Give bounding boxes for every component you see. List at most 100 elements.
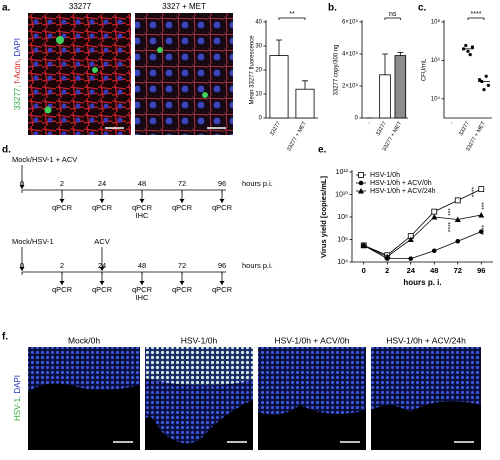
x-tick-label: 0 [362, 266, 366, 275]
x-tick-label: - [367, 121, 373, 126]
channel-name: DAPI [13, 375, 22, 394]
series-line [363, 231, 482, 260]
y-tick-label: 4×10⁵ [342, 51, 359, 58]
x-axis-label: hours p. i. [403, 278, 441, 287]
micrograph [135, 13, 233, 135]
x-tick-label: 33277 [375, 121, 388, 137]
point [484, 74, 488, 78]
x-tick-label: 48 [430, 266, 438, 275]
channel-name: 33277, [13, 86, 22, 110]
timeline-tick-label: 2 [60, 179, 64, 188]
bacteria [157, 47, 163, 53]
micrograph [28, 13, 131, 135]
marker [407, 236, 414, 242]
image-title: 3327 + MET [162, 2, 206, 11]
marker [358, 180, 364, 186]
timeline-tick-label: 72 [178, 179, 186, 188]
y-axis-label: Virus yield [copies/mL] [319, 176, 328, 258]
channel-label: HSV-1, DAPI [13, 375, 22, 421]
tissue [258, 347, 366, 415]
legend-label: HSV-1/0h [370, 172, 400, 179]
timeline-tick-label: 72 [178, 261, 186, 270]
bar [269, 55, 289, 119]
y-axis-label: 33277 copy/300 ng [334, 44, 340, 95]
panel-label: f. [2, 332, 8, 343]
bacteria [56, 36, 64, 44]
timeline-tick-label: 48 [138, 261, 146, 270]
y-tick-label: 40 [255, 20, 262, 26]
timeline-tick-label: 96 [218, 179, 226, 188]
bacteria [202, 92, 208, 98]
sample-label: qPCR [132, 203, 153, 212]
legend-label: HSV-1/0h + ACV/0h [370, 180, 432, 187]
image-title: HSV-1/0h + ACV/24h [386, 335, 466, 345]
x-tick-label: 33277 [269, 121, 282, 137]
marker [478, 212, 485, 218]
y-axis-label: CFU/mL [422, 58, 428, 81]
y-tick-label: 10⁸ [337, 214, 348, 221]
marker [358, 188, 364, 194]
image-title: 33277 [69, 2, 92, 11]
sample-label: qPCR [52, 203, 73, 212]
sample-label: IHC [136, 211, 150, 220]
drug-label: ACV [94, 237, 109, 246]
treatment-label: Mock/HSV-1 + ACV [12, 155, 77, 164]
sample-label: qPCR [172, 285, 193, 294]
sample-label: qPCR [132, 285, 153, 294]
y-tick-label: 10 [255, 92, 262, 98]
marker [360, 242, 367, 248]
significance-bracket [278, 17, 306, 20]
marker [384, 253, 391, 260]
marker [431, 208, 438, 215]
marker [408, 256, 414, 261]
y-tick-label: 10⁶ [337, 236, 348, 243]
tissue [28, 347, 140, 392]
bar [295, 88, 315, 119]
point [470, 45, 474, 49]
arrow-head [219, 199, 225, 203]
significance-label: **** [447, 221, 454, 232]
legend-label: HSV-1/0h + ACV/24h [370, 188, 436, 195]
x-tick-label: 24 [407, 266, 416, 275]
y-tick-label: 10¹⁰ [335, 190, 348, 198]
arrow-head [219, 281, 225, 285]
channel-name: DAPI [13, 38, 22, 57]
point [468, 53, 472, 57]
error-bar [397, 52, 404, 56]
y-tick-label: 10⁴ [337, 259, 348, 266]
sample-label: qPCR [92, 203, 113, 212]
image-title: Mock/0h [68, 335, 100, 345]
significance-label: *** [447, 208, 454, 216]
arrow-head [179, 281, 185, 285]
sample-label: qPCR [92, 285, 113, 294]
sample-label: qPCR [172, 203, 193, 212]
arrow-head [139, 281, 145, 285]
image-title: HSV-1/0h + ACV/0h [275, 335, 350, 345]
point [464, 43, 468, 48]
y-axis-label: Mean 33277 fluorescence [250, 35, 256, 105]
panel-label: d. [2, 145, 11, 156]
bar [379, 74, 391, 119]
arrow-head [99, 199, 105, 203]
arrow-head [59, 199, 65, 203]
marker [478, 229, 484, 234]
timeline-tick-label: 24 [98, 261, 106, 270]
significance-label: ns [389, 11, 397, 18]
x-tick-label: 33277 [458, 121, 471, 137]
point [486, 83, 490, 87]
tissue [371, 347, 481, 412]
sample-label: IHC [136, 293, 150, 302]
y-tick-label: 30 [255, 44, 262, 50]
marker [431, 248, 437, 254]
arrow-head [59, 281, 65, 285]
x-tick-label: 96 [477, 266, 485, 275]
bar [394, 55, 407, 119]
point [478, 78, 482, 82]
point [466, 49, 470, 53]
timeline-tick-label: 2 [60, 261, 64, 270]
significance-label: **** [471, 186, 478, 197]
tissue-infected [145, 347, 253, 386]
x-tick-label: 33277 + MET [286, 120, 308, 152]
timeline-unit: hours p.i. [242, 179, 273, 188]
